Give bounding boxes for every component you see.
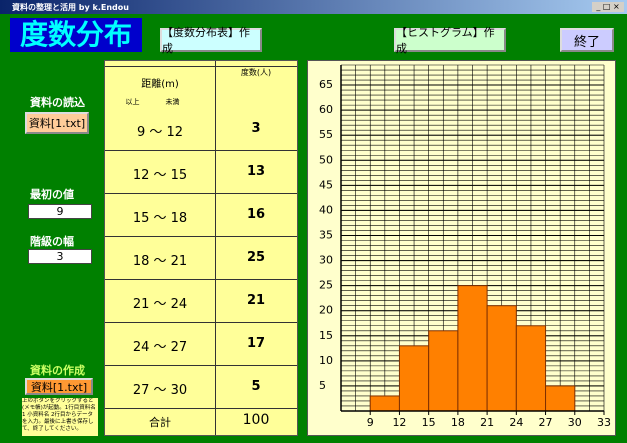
width-input[interactable]: 3 bbox=[28, 249, 92, 264]
row-line bbox=[105, 150, 297, 151]
note: 上のボタンをクリックすると(メモ帳)が起動。1行目資料名 1 小資料名 2行目か… bbox=[22, 398, 98, 436]
class-range: 27 ～ 30 bbox=[132, 383, 188, 398]
row-line bbox=[105, 322, 297, 323]
bar bbox=[457, 285, 488, 412]
y-tick-label: 35 bbox=[319, 228, 333, 241]
chart-frame bbox=[307, 60, 616, 436]
table-button[interactable]: 【度数分布表】作成 bbox=[160, 26, 262, 55]
y-tick-label: 30 bbox=[319, 254, 333, 267]
window-controls[interactable]: _ □ × bbox=[592, 2, 624, 12]
x-tick-label: 15 bbox=[422, 416, 436, 429]
x-tick-label: 18 bbox=[451, 416, 465, 429]
bar bbox=[486, 305, 517, 412]
title-bar: 資料の整理と活用 by k.Endou _ □ × bbox=[0, 0, 627, 14]
x-tick-label: 24 bbox=[509, 416, 523, 429]
y-tick-label: 25 bbox=[319, 279, 333, 292]
create-button[interactable]: 資料[1.txt] bbox=[25, 378, 93, 395]
frequency-table: 距離(m) 度数(人) 以上 未満 9 ～ 12 3 12 ～ 15 13 15 ～ 18 16 1… bbox=[104, 60, 298, 436]
row-line bbox=[105, 193, 297, 194]
x-tick-label: 33 bbox=[597, 416, 611, 429]
histogram: 5 10 15 20 25 30 35 40 45 50 55 60 65 9 12 15 18 21 24 27 30… bbox=[307, 60, 616, 436]
header-cell: 度数(人) bbox=[240, 68, 272, 77]
total-label: 合計 bbox=[149, 416, 171, 429]
class-range: 12 ～ 15 bbox=[132, 168, 188, 183]
y-tick-label: 50 bbox=[319, 153, 333, 166]
y-tick-label: 10 bbox=[319, 354, 333, 367]
frequency: 13 bbox=[246, 164, 266, 179]
column-divider bbox=[215, 61, 216, 435]
header-cell: 距離(m) bbox=[141, 79, 179, 90]
bar bbox=[428, 330, 459, 412]
x-tick-label: 12 bbox=[392, 416, 406, 429]
app-heading: 度数分布 bbox=[10, 18, 142, 52]
class-range: 15 ～ 18 bbox=[132, 211, 188, 226]
histogram-button[interactable]: 【ヒストグラム】作成 bbox=[394, 26, 506, 55]
y-tick-label: 65 bbox=[319, 78, 333, 91]
window-title: 資料の整理と活用 by k.Endou bbox=[12, 3, 129, 12]
frequency: 5 bbox=[251, 379, 261, 394]
y-tick-label: 45 bbox=[319, 178, 333, 191]
total-value: 100 bbox=[242, 412, 270, 428]
y-tick-label: 60 bbox=[319, 103, 333, 116]
total-line bbox=[105, 408, 297, 409]
x-tick-label: 9 bbox=[367, 416, 374, 429]
frequency: 16 bbox=[246, 207, 266, 222]
x-tick-label: 30 bbox=[568, 416, 582, 429]
bar bbox=[515, 325, 547, 412]
frequency: 21 bbox=[246, 293, 266, 308]
exit-button[interactable]: 終了 bbox=[560, 28, 614, 52]
row-line bbox=[105, 365, 297, 366]
class-range: 21 ～ 24 bbox=[132, 297, 188, 312]
frequency: 3 bbox=[251, 121, 261, 136]
x-tick-label: 27 bbox=[539, 416, 553, 429]
load-button[interactable]: 資料[1.txt] bbox=[25, 112, 89, 134]
class-range: 9 ～ 12 bbox=[136, 125, 184, 140]
x-tick-label: 21 bbox=[480, 416, 494, 429]
class-range: 18 ～ 21 bbox=[132, 254, 188, 269]
first-label: 最初の値 bbox=[30, 188, 74, 201]
frequency: 25 bbox=[246, 250, 266, 265]
frequency: 17 bbox=[246, 336, 266, 351]
y-tick-label: 20 bbox=[319, 304, 333, 317]
bar bbox=[369, 395, 400, 412]
width-label: 階級の幅 bbox=[30, 235, 74, 248]
load-label: 資料の読込 bbox=[30, 96, 85, 109]
create-label: 資料の作成 bbox=[30, 364, 85, 377]
subheader-cell: 未満 bbox=[165, 98, 180, 106]
bar bbox=[398, 345, 430, 412]
table-top-line bbox=[105, 66, 297, 67]
y-tick-label: 5 bbox=[319, 379, 326, 392]
row-line bbox=[105, 236, 297, 237]
bar bbox=[545, 385, 576, 412]
subheader-cell: 以上 bbox=[125, 98, 140, 106]
y-tick-label: 40 bbox=[319, 203, 333, 216]
y-tick-label: 15 bbox=[319, 329, 333, 342]
row-line bbox=[105, 279, 297, 280]
class-range: 24 ～ 27 bbox=[132, 340, 188, 355]
first-input[interactable]: 9 bbox=[28, 204, 92, 219]
y-tick-label: 55 bbox=[319, 128, 333, 141]
